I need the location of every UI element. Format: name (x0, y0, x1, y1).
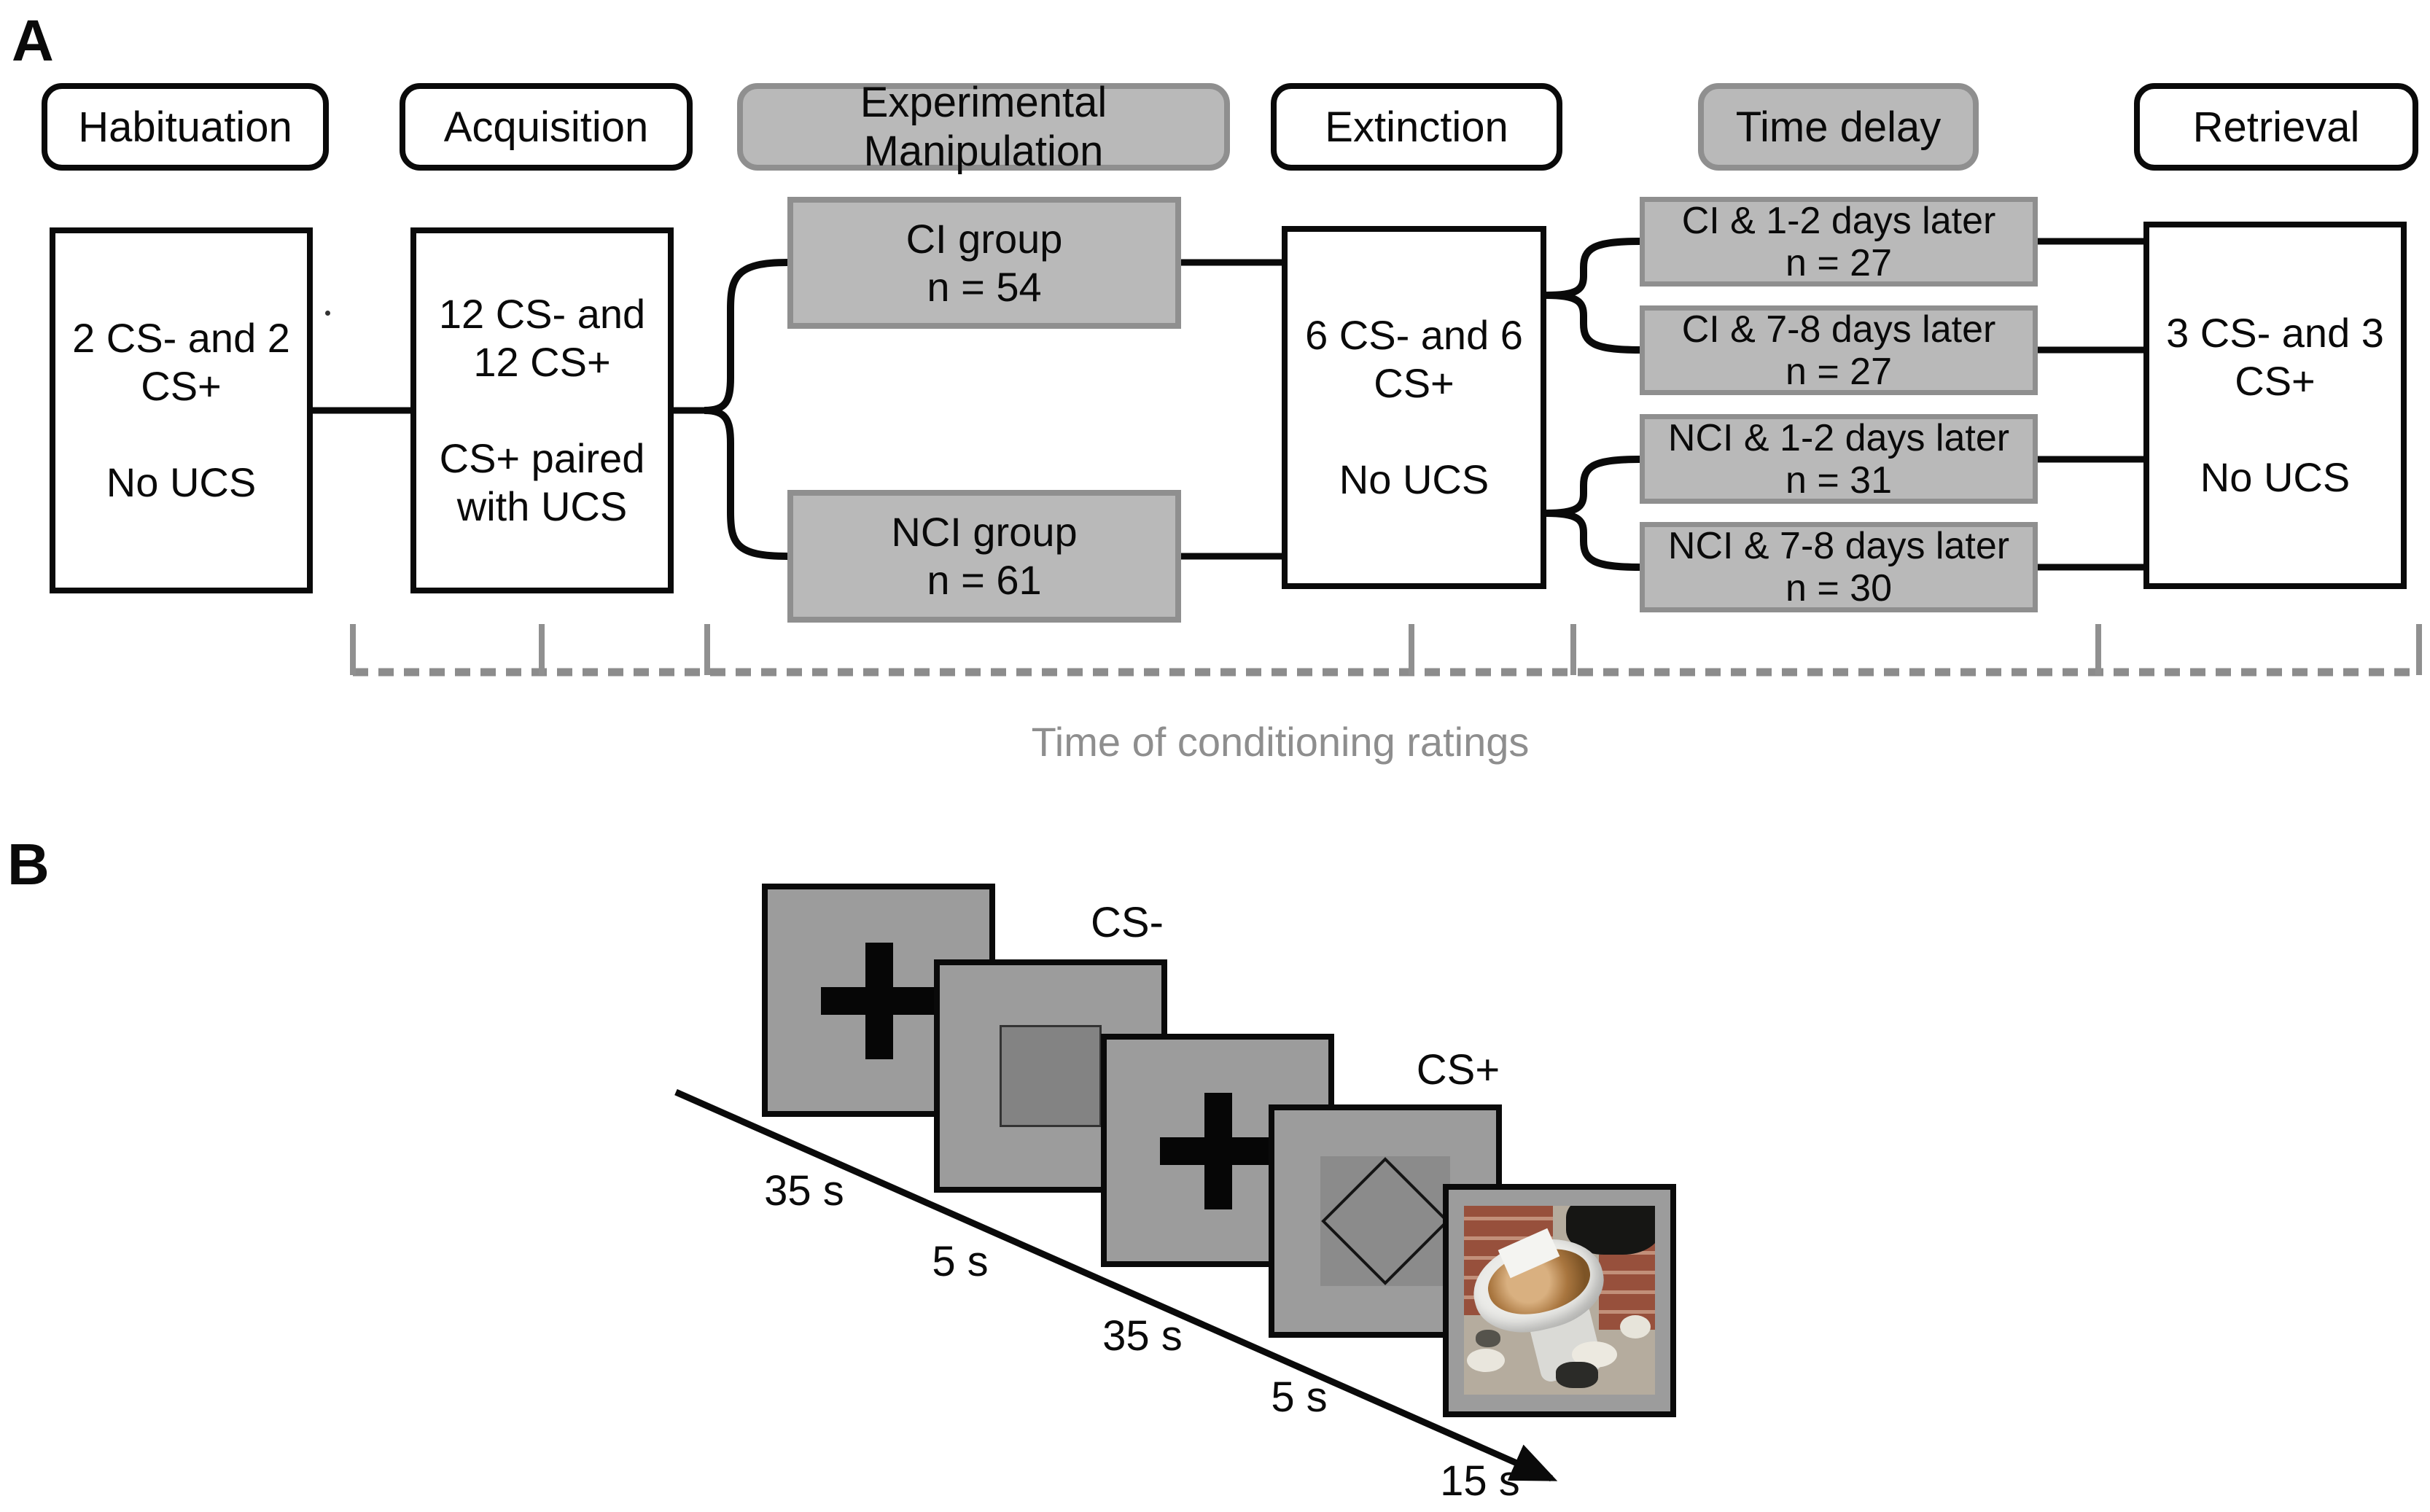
nci-group-box: NCI group n = 61 (787, 490, 1181, 623)
cs-plus-label: CS+ (1416, 1046, 1500, 1094)
duration-3: 35 s (1102, 1312, 1183, 1360)
fixation-cross-icon (821, 943, 938, 1059)
ci-group-box: CI group n = 54 (787, 197, 1181, 329)
gray-square-icon (1000, 1025, 1102, 1127)
panel-a-label: A (12, 8, 54, 73)
duration-1: 35 s (764, 1167, 844, 1215)
floor-debris-1 (1467, 1349, 1505, 1372)
timeline-caption: Time of conditioning ratings (1031, 719, 1530, 765)
timeline-ticks (350, 624, 2422, 675)
delay-box-ci-1-2: CI & 1-2 days later n = 27 (1640, 197, 2038, 287)
panel-b-label: B (7, 832, 50, 897)
brace-extinction-ci-split (1546, 238, 1643, 354)
diamond-icon (1321, 1157, 1449, 1285)
header-retrieval: Retrieval (2134, 83, 2418, 171)
trial-time-arrow (674, 1088, 1558, 1482)
header-extinction: Extinction (1271, 83, 1562, 171)
brace-extinction-nci-split (1546, 456, 1643, 571)
brace-acquisition-split (704, 259, 791, 560)
speck-artifact (325, 311, 330, 316)
header-acquisition: Acquisition (400, 83, 693, 171)
screen-ucs (1443, 1184, 1676, 1417)
duration-4: 5 s (1271, 1373, 1328, 1421)
duration-2: 5 s (932, 1238, 989, 1285)
delay-box-ci-7-8: CI & 7-8 days later n = 27 (1640, 305, 2038, 395)
aversive-photo-broken-toilet (1464, 1206, 1655, 1395)
cs-plus-patch (1320, 1156, 1450, 1286)
header-experimental-manipulation: Experimental Manipulation (737, 79, 1230, 175)
habituation-box: 2 CS- and 2 CS+ No UCS (50, 227, 313, 593)
cs-minus-label: CS- (1091, 899, 1164, 946)
duration-5: 15 s (1440, 1457, 1520, 1505)
header-time-delay: Time delay (1698, 83, 1979, 171)
acquisition-box: 12 CS- and 12 CS+ CS+ paired with UCS (410, 227, 674, 593)
header-habituation: Habituation (42, 83, 329, 171)
delay-box-nci-7-8: NCI & 7-8 days later n = 30 (1640, 522, 2038, 612)
delay-box-nci-1-2: NCI & 1-2 days later n = 31 (1640, 414, 2038, 504)
dark-object-floor (1556, 1362, 1598, 1388)
small-dark-bit (1476, 1330, 1500, 1347)
extinction-box: 6 CS- and 6 CS+ No UCS (1282, 226, 1546, 589)
floor-debris-3 (1620, 1315, 1651, 1338)
retrieval-box: 3 CS- and 3 CS+ No UCS (2143, 222, 2407, 589)
fixation-cross-icon (1160, 1093, 1277, 1209)
